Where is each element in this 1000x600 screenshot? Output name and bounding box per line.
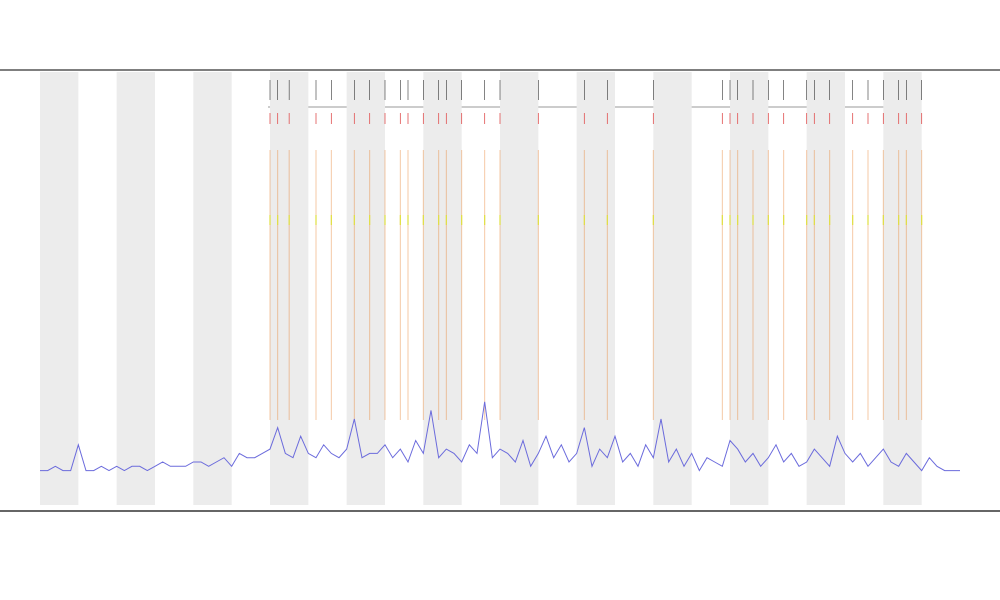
- shade-band: [270, 72, 309, 505]
- shade-band: [193, 72, 232, 505]
- shade-band: [576, 72, 615, 505]
- shade-band: [40, 72, 79, 505]
- shade-band: [423, 72, 462, 505]
- shade-band: [500, 72, 539, 505]
- shade-band: [730, 72, 769, 505]
- shade-band: [806, 72, 845, 505]
- shade-band: [346, 72, 385, 505]
- series-line: [40, 401, 960, 472]
- shade-band: [653, 72, 692, 505]
- shade-band: [116, 72, 155, 505]
- shade-band: [883, 72, 922, 505]
